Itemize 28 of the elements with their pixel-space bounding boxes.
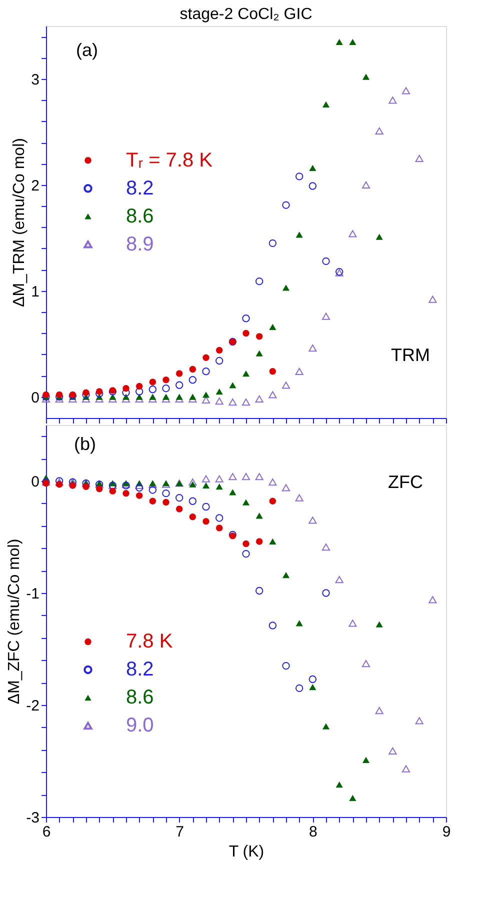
y-tick-label: -2 <box>26 698 40 714</box>
x-tick-label: 8 <box>308 824 318 840</box>
y-axis-title: ΔM_TRM (emu/Co mol) <box>11 138 28 307</box>
y-axis-title: ΔM_ZFC (emu/Co mol) <box>6 538 24 704</box>
legend-label: 8.6 <box>126 686 154 709</box>
y-tick-label: 0 <box>31 474 40 490</box>
legend-label: 8.2 <box>126 177 154 200</box>
x-tick-label: 7 <box>176 824 184 840</box>
legend-label: 9.0 <box>126 714 154 737</box>
x-tick-label: 6 <box>42 824 51 840</box>
legend-label: 8.9 <box>126 233 154 256</box>
annotation: (b) <box>74 434 96 454</box>
y-tick-label: 0 <box>31 389 40 406</box>
annotation: (a) <box>76 40 98 60</box>
annotation: ZFC <box>388 472 423 492</box>
y-tick-label: 1 <box>31 283 40 300</box>
legend-label: 7.8 K <box>126 630 174 653</box>
legend-label: Tᵣ = 7.8 K <box>126 149 214 172</box>
x-axis-title: T (K) <box>228 844 264 860</box>
y-tick-label: -3 <box>26 810 40 826</box>
legend-label: 8.6 <box>126 205 154 228</box>
annotation: TRM <box>391 345 430 365</box>
y-tick-label: 2 <box>31 177 40 194</box>
y-tick-label: -1 <box>26 586 40 602</box>
legend-label: 8.2 <box>126 658 154 681</box>
x-tick-label: 9 <box>442 824 451 840</box>
chart-title: stage-2 CoCl₂ GIC <box>180 6 312 23</box>
y-tick-label: 3 <box>31 71 40 88</box>
